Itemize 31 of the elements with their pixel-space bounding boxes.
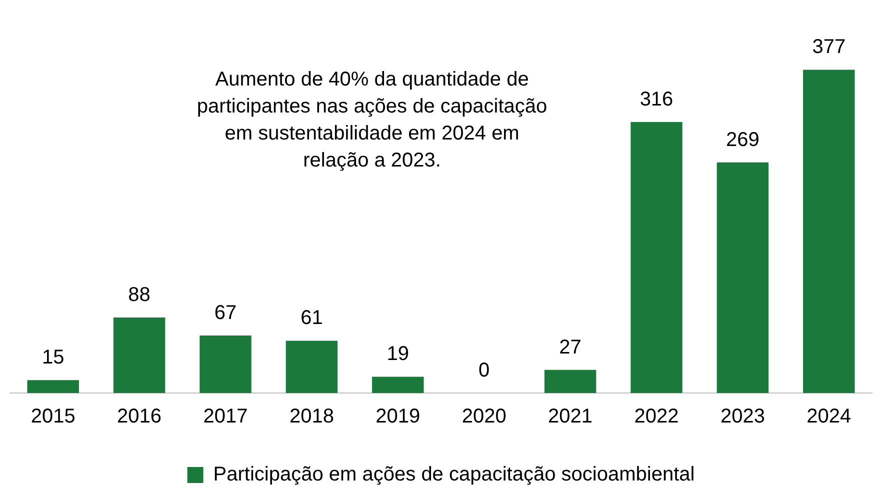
x-tick-label: 2017 — [203, 406, 248, 428]
data-label: 27 — [559, 336, 582, 358]
x-tick-label: 2024 — [806, 406, 852, 428]
bar — [372, 376, 424, 393]
data-label: 0 — [478, 360, 490, 382]
bar — [27, 380, 79, 393]
x-tick-label: 2023 — [720, 406, 765, 428]
bar — [286, 340, 338, 393]
bar — [803, 70, 855, 393]
bar — [716, 162, 769, 393]
data-label: 316 — [640, 88, 674, 111]
legend-label: Participação em ações de capacitação socioambiental — [213, 464, 695, 486]
data-label: 67 — [214, 302, 237, 324]
data-label: 61 — [300, 307, 323, 330]
x-tick-label: 2016 — [117, 406, 162, 428]
bar — [630, 122, 682, 393]
data-label: 377 — [812, 36, 846, 58]
data-label: 19 — [386, 343, 410, 366]
bar — [544, 370, 596, 393]
data-label: 15 — [42, 346, 64, 369]
x-tick-label: 2020 — [462, 406, 506, 428]
bar — [113, 318, 166, 393]
bar — [200, 336, 252, 393]
x-tick-label: 2021 — [548, 406, 593, 428]
annotation: Aumento de 40% da quantidade de participantes nas ações de capacitação em sustentabilidade em 2024 em relação a 2023. — [196, 68, 548, 172]
x-tick-label: 2015 — [30, 406, 76, 428]
data-label: 269 — [726, 128, 760, 151]
x-tick-label: 2018 — [289, 406, 334, 428]
x-tick-label: 2019 — [376, 406, 420, 428]
data-label: 88 — [128, 284, 150, 306]
x-tick-label: 2022 — [634, 406, 679, 428]
